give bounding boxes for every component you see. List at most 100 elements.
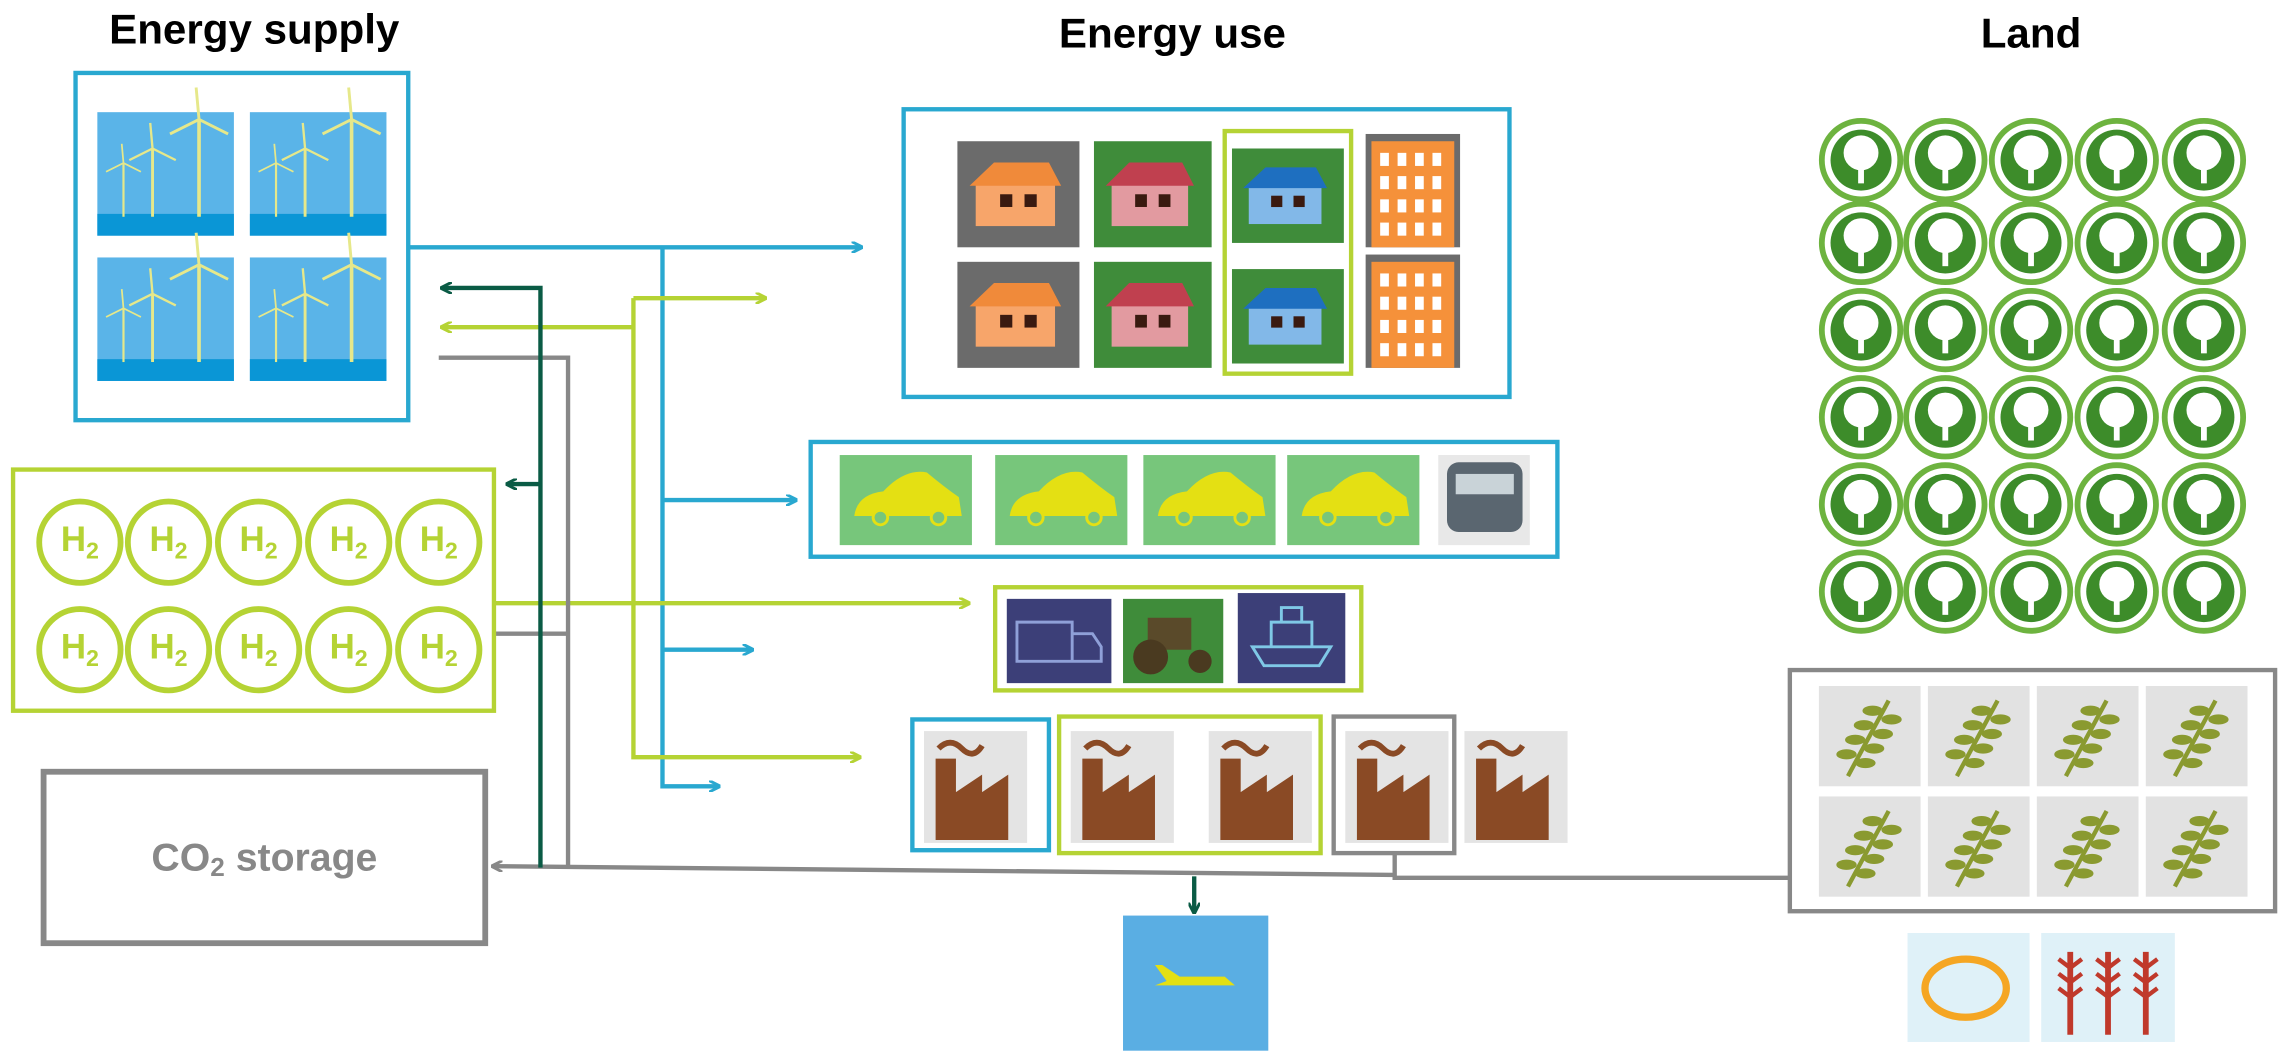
trunk xyxy=(2113,597,2120,615)
grain xyxy=(1863,853,1885,865)
buildings-box xyxy=(901,107,1512,400)
roof xyxy=(1105,283,1194,307)
symbol: H xyxy=(149,520,174,559)
apartment-tile xyxy=(1365,254,1461,368)
blades xyxy=(105,143,142,173)
crown xyxy=(2013,218,2049,254)
van xyxy=(1446,462,1523,533)
grain xyxy=(1972,853,1994,865)
forest-token xyxy=(1818,200,1904,286)
truck-tile xyxy=(1006,598,1112,684)
window xyxy=(1432,222,1442,236)
window xyxy=(1397,343,1407,357)
wheel xyxy=(1233,508,1251,527)
smoke xyxy=(1357,739,1406,757)
window xyxy=(1432,296,1442,310)
trunk xyxy=(2201,597,2207,615)
symbol: H xyxy=(240,520,265,559)
forest-token xyxy=(2074,287,2159,373)
trunk xyxy=(1942,423,1949,441)
ring xyxy=(305,498,393,586)
window xyxy=(1432,319,1442,334)
wheel xyxy=(1319,508,1337,527)
grain xyxy=(1971,705,1992,716)
smoke xyxy=(1476,739,1526,757)
co2-label: CO2 storage xyxy=(151,836,377,882)
crown xyxy=(1843,392,1879,428)
window xyxy=(1135,194,1147,207)
grain xyxy=(1990,824,2011,835)
factory xyxy=(935,758,1009,841)
grain xyxy=(2071,830,2093,841)
crop-tile xyxy=(1818,796,1921,897)
forest-token xyxy=(2161,549,2247,634)
roof xyxy=(1243,167,1328,189)
crown xyxy=(2186,392,2222,428)
grain xyxy=(1855,757,1876,769)
crown xyxy=(2013,135,2049,171)
crown xyxy=(2099,135,2135,171)
window xyxy=(1158,314,1171,328)
wall xyxy=(975,183,1056,227)
grain xyxy=(1990,714,2011,725)
crop-tile xyxy=(2145,796,2248,897)
crown xyxy=(2186,218,2222,254)
window xyxy=(1415,199,1424,213)
smoke xyxy=(1221,739,1270,757)
car-tile xyxy=(839,455,972,546)
grain xyxy=(2062,845,2084,856)
industry-frame xyxy=(1056,714,1323,856)
factory xyxy=(1356,758,1430,841)
wheat-tile xyxy=(2041,933,2175,1042)
crown xyxy=(2186,566,2222,602)
symbol: H xyxy=(240,628,265,667)
subscript: 2 xyxy=(175,538,188,564)
wheel xyxy=(1133,639,1169,675)
crop-tile xyxy=(2036,686,2139,787)
grain xyxy=(1836,749,1857,760)
crown xyxy=(2099,479,2135,515)
grain xyxy=(1964,757,1985,769)
hydrogen-label: H2 xyxy=(149,628,187,671)
sea xyxy=(249,359,387,381)
trunk xyxy=(2028,248,2034,267)
roof xyxy=(1105,162,1194,186)
grain xyxy=(2190,853,2212,865)
forest-token xyxy=(1818,117,1904,203)
ring xyxy=(124,498,213,586)
roof xyxy=(1243,287,1328,309)
hydrogen-box xyxy=(10,467,497,713)
crown xyxy=(2013,566,2049,602)
crown xyxy=(2099,305,2135,341)
symbol: H xyxy=(149,628,174,667)
window xyxy=(1380,222,1389,236)
grain xyxy=(2189,816,2210,827)
subscript: 2 xyxy=(265,538,278,564)
window xyxy=(1397,319,1407,334)
forest-token xyxy=(1903,549,1988,634)
forest-token xyxy=(2074,200,2159,286)
crown xyxy=(1843,218,1879,254)
ring xyxy=(395,498,483,586)
grain xyxy=(2073,757,2094,769)
factory xyxy=(1082,758,1155,841)
trunk xyxy=(1858,510,1864,528)
factory-tile xyxy=(1208,731,1312,843)
heading: Energy use xyxy=(1059,10,1286,57)
ring xyxy=(215,498,303,586)
crown xyxy=(1927,135,1963,171)
grain xyxy=(1853,830,1875,841)
window xyxy=(1293,316,1305,328)
co2-storage: CO2 storage xyxy=(40,768,489,947)
co2-box xyxy=(40,768,489,947)
wheel xyxy=(1085,508,1103,527)
connectors xyxy=(408,247,1790,912)
stem xyxy=(1846,809,1891,888)
ear xyxy=(2057,957,2084,971)
car xyxy=(1009,471,1118,517)
wall xyxy=(975,304,1056,347)
symbol: H xyxy=(330,520,355,559)
sheep xyxy=(1921,955,2010,1021)
factory xyxy=(1220,758,1293,841)
window xyxy=(1380,152,1389,166)
